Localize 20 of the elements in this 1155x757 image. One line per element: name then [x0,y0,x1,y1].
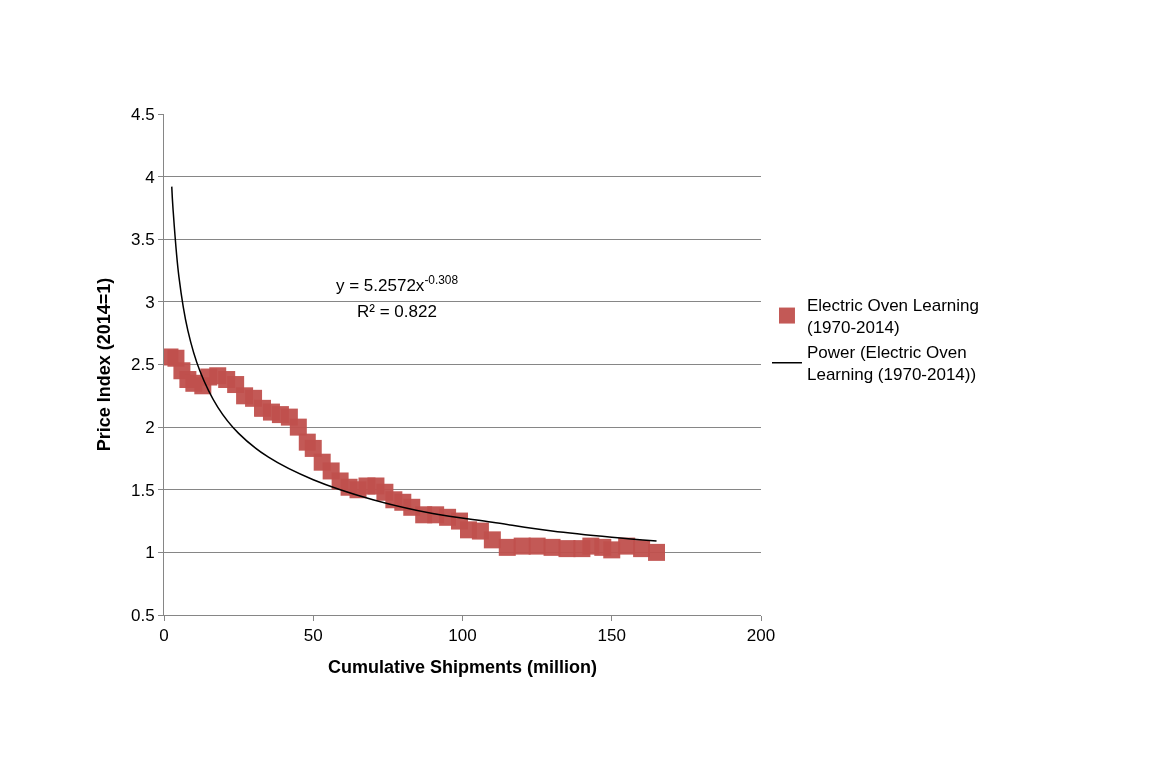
y-tick-label: 4 [145,167,155,187]
legend-label: Electric Oven Learning (1970-2014) [806,296,979,338]
x-tick-label: 50 [303,626,323,646]
y-tick-label: 1.5 [130,480,155,500]
x-tick-label: 150 [597,626,626,646]
x-tick-label: 100 [448,626,477,646]
y-tick-label: 4.5 [130,104,155,124]
y-tick-label: 3 [145,292,155,312]
x-tick-label: 0 [159,626,169,646]
x-axis-title: Cumulative Shipments (million) [327,656,598,677]
y-tick-label: 2.5 [130,355,155,375]
y-axis-title: Price Index (2014=1) [94,277,115,452]
legend-label: Power (Electric Oven Learning (1970-2014)) [806,343,977,385]
annotation: R² = 0.822 [357,302,437,321]
y-tick-label: 1 [145,543,155,563]
x-tick-label: 200 [746,626,776,646]
y-tick-label: 2 [145,418,155,438]
annotation: y = 5.2572x$^{-0.308}$ [336,273,459,296]
y-tick-label: 0.5 [130,605,155,625]
y-tick-label: 3.5 [130,230,155,250]
